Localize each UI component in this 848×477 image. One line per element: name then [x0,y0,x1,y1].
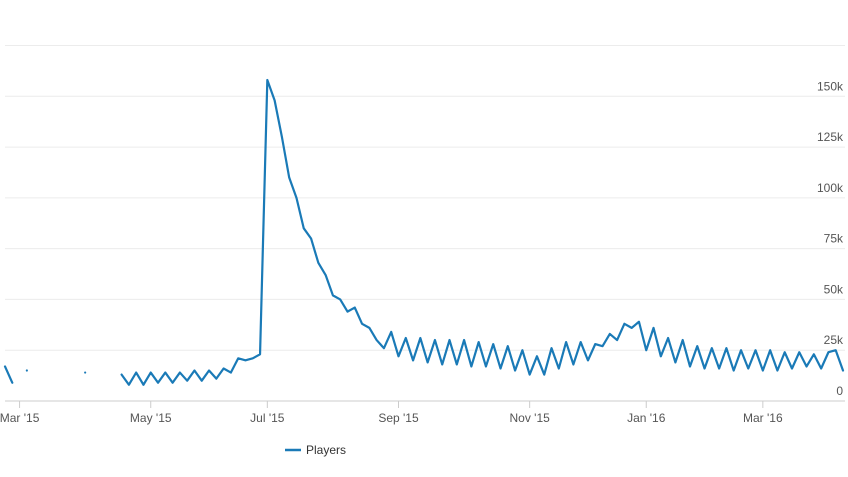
y-tick-label: 150k [817,79,844,93]
x-tick-label: Nov '15 [510,411,551,425]
y-tick-label: 75k [824,232,844,246]
y-tick-label: 50k [824,282,844,296]
x-tick-label: Jul '15 [250,411,285,425]
y-tick-label: 125k [817,130,844,144]
legend-label: Players [306,443,346,457]
y-tick-label: 100k [817,181,844,195]
series-line [3,78,845,386]
y-tick-label: 25k [824,333,844,347]
x-tick-label: Sep '15 [378,411,419,425]
x-tick-label: Mar '15 [0,411,40,425]
y-tick-label: 0 [836,384,843,398]
x-tick-label: Mar '16 [743,411,783,425]
x-tick-label: May '15 [130,411,172,425]
x-tick-label: Jan '16 [627,411,666,425]
